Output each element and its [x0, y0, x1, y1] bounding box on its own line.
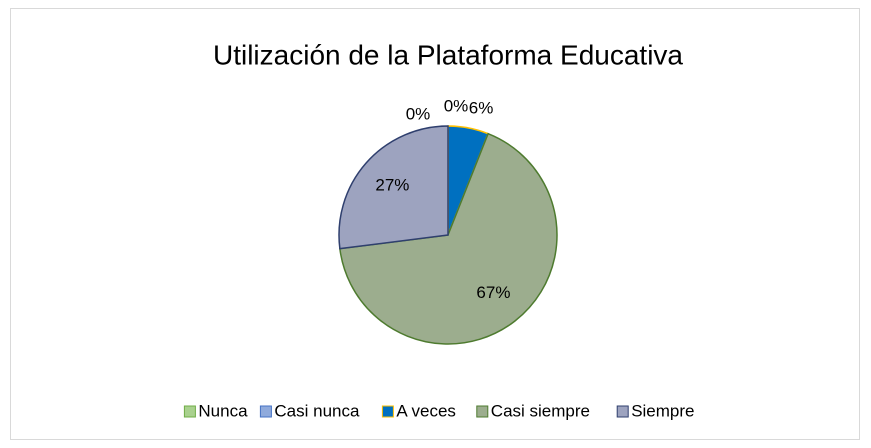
legend-swatch: [381, 405, 394, 418]
data-label: 27%: [375, 175, 409, 194]
legend-swatch: [259, 405, 272, 418]
legend-label: A veces: [396, 401, 456, 420]
legend-label: Casi nunca: [274, 401, 360, 420]
pie-slice: [338, 125, 449, 250]
legend-label: Casi siempre: [491, 401, 590, 420]
data-label: 0%: [444, 96, 469, 115]
chart-title: Utilización de la Plataforma Educativa: [213, 39, 683, 70]
data-label: 6%: [469, 99, 494, 118]
legend-label: Siempre: [631, 401, 694, 420]
legend-swatch: [476, 405, 489, 418]
legend-swatch: [616, 405, 629, 418]
pie-slice: [339, 132, 558, 345]
legend-swatch: [183, 405, 196, 418]
data-label: 0%: [406, 104, 431, 123]
legend-label: Nunca: [198, 401, 248, 420]
data-label: 67%: [476, 283, 510, 302]
